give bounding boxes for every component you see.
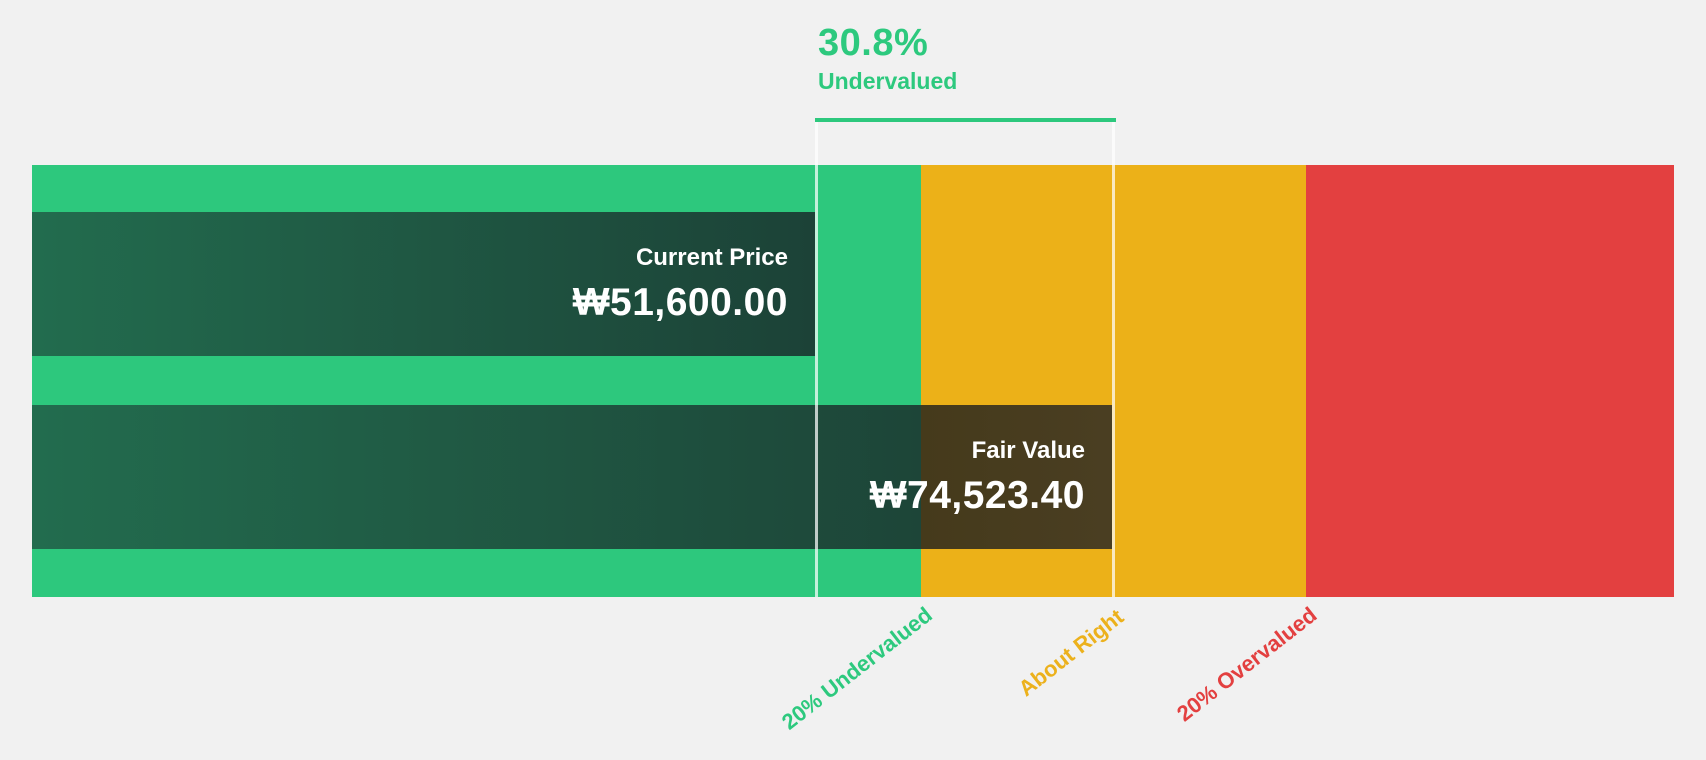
headline-percent: 30.8% <box>818 22 929 64</box>
current-price-marker-line <box>815 122 818 597</box>
axis-label-about-right: About Right <box>1013 604 1129 702</box>
axis-label-overvalued: 20% Overvalued <box>1172 602 1322 727</box>
headline-status: Undervalued <box>818 68 958 94</box>
axis-label-undervalued: 20% Undervalued <box>776 602 937 735</box>
current-price-value: ₩51,600.00 <box>572 281 788 324</box>
fair-value-box: Fair Value ₩74,523.40 <box>32 405 1112 549</box>
current-price-box: Current Price ₩51,600.00 <box>32 212 815 356</box>
discount-connector-line <box>815 118 1116 122</box>
fair-value-marker-line <box>1112 122 1115 597</box>
fair-value-label: Fair Value <box>971 437 1085 464</box>
zone-overvalued <box>1306 165 1674 597</box>
fair-value-value: ₩74,523.40 <box>869 474 1085 517</box>
current-price-label: Current Price <box>635 244 788 271</box>
valuation-headline: 30.8% Undervalued <box>818 22 957 94</box>
